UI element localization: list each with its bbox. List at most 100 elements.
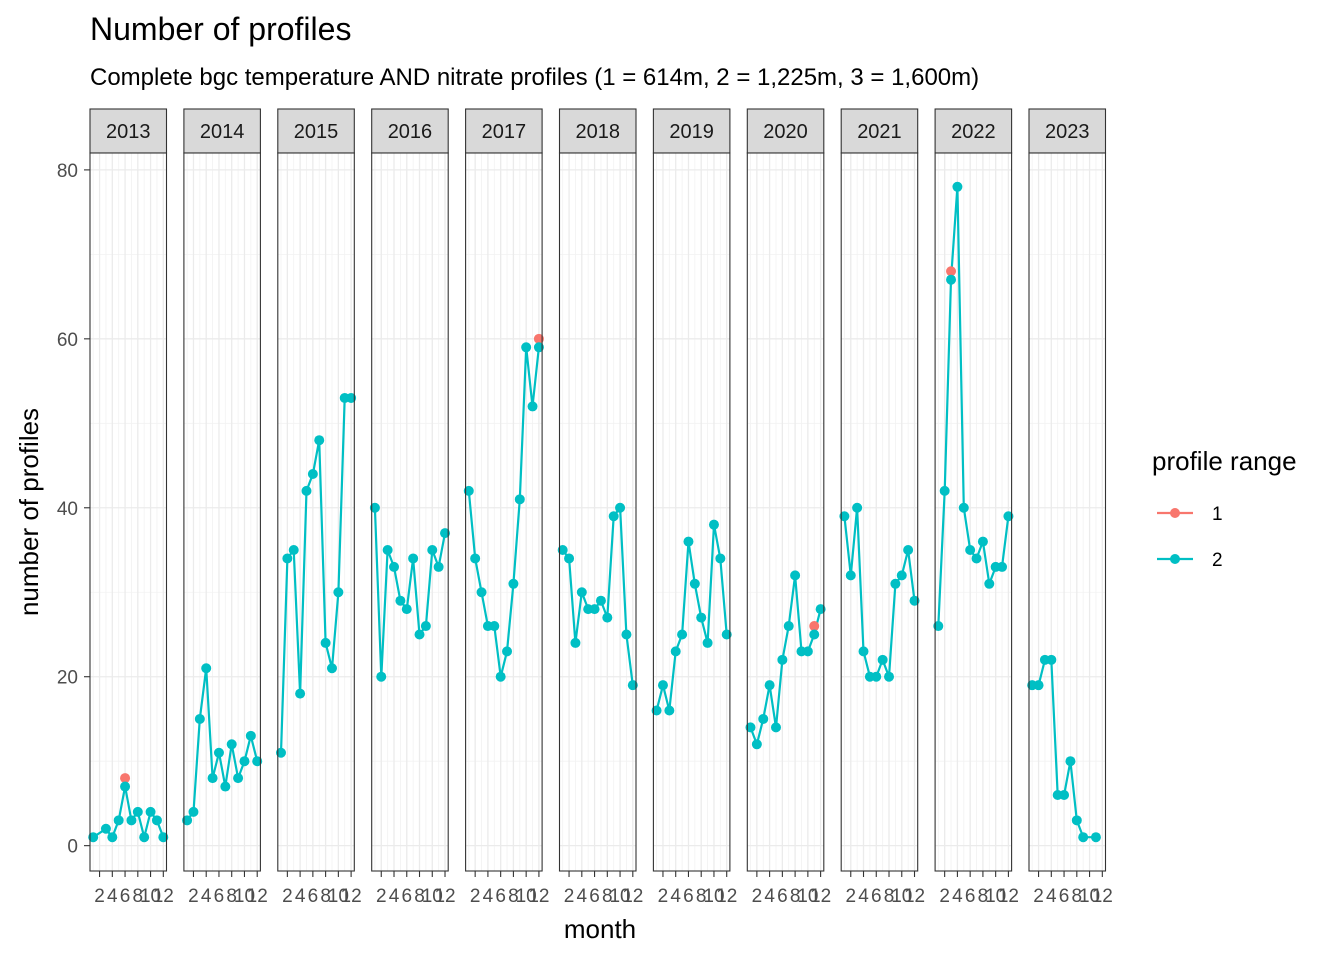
- x-tick-label: 12: [434, 886, 455, 907]
- x-tick-label: 12: [528, 886, 549, 907]
- data-point-2: [389, 561, 400, 572]
- data-point-1: [946, 266, 957, 277]
- x-tick-label: 12: [716, 886, 737, 907]
- x-tick-label: 6: [120, 886, 131, 907]
- data-point-2: [903, 545, 914, 556]
- legend-key-point: [1170, 554, 1180, 564]
- x-tick-label: 4: [107, 886, 118, 907]
- data-point-2: [621, 629, 632, 640]
- x-tick-label: 10: [985, 886, 1006, 907]
- legend-label: 2: [1212, 550, 1223, 571]
- panel-border: [558, 152, 637, 872]
- data-point-2: [346, 392, 357, 403]
- data-point-2: [207, 773, 218, 784]
- facet-label: 2017: [482, 121, 527, 143]
- data-point-2: [288, 545, 299, 556]
- data-point-2: [188, 806, 199, 817]
- panel-border: [277, 152, 355, 872]
- x-tick-label: 2: [845, 886, 856, 907]
- x-tick-label: 4: [858, 886, 869, 907]
- data-point-2: [107, 832, 118, 843]
- x-tick-label: 12: [810, 886, 831, 907]
- x-tick-label: 4: [577, 886, 588, 907]
- data-point-2: [1046, 654, 1057, 665]
- data-point-2: [239, 756, 250, 767]
- data-point-2: [764, 680, 775, 691]
- legend: profile range 12: [1152, 446, 1297, 571]
- x-tick-label: 10: [328, 886, 349, 907]
- chart-subtitle: Complete bgc temperature AND nitrate pro…: [90, 64, 979, 91]
- data-point-2: [376, 671, 387, 682]
- data-point-2: [977, 536, 988, 547]
- legend-entry-2: 2: [1157, 550, 1223, 571]
- data-point-1: [533, 333, 544, 344]
- y-tick-label: 80: [57, 161, 78, 182]
- x-tick-label: 12: [153, 886, 174, 907]
- data-point-2: [527, 401, 538, 412]
- data-point-2: [1059, 789, 1070, 800]
- panel-border: [652, 152, 731, 872]
- data-point-2: [651, 705, 662, 716]
- facet-strip: [89, 108, 168, 154]
- x-tick-label: 2: [658, 886, 669, 907]
- data-point-2: [570, 637, 581, 648]
- data-point-2: [683, 536, 694, 547]
- panel-background: [747, 153, 824, 871]
- data-point-2: [489, 621, 500, 632]
- data-point-2: [677, 629, 688, 640]
- data-point-2: [751, 739, 762, 750]
- data-point-2: [126, 815, 137, 826]
- data-point-2: [514, 494, 525, 505]
- data-point-2: [194, 713, 205, 724]
- panel-background: [935, 153, 1012, 871]
- data-point-2: [440, 528, 451, 539]
- data-point-2: [965, 545, 976, 556]
- data-point-2: [182, 815, 193, 826]
- x-tick-label: 2: [1033, 886, 1044, 907]
- x-tick-label: 4: [764, 886, 775, 907]
- data-point-2: [783, 621, 794, 632]
- x-tick-label: 10: [797, 886, 818, 907]
- data-point-2: [615, 502, 626, 513]
- data-point-2: [476, 587, 487, 598]
- data-point-2: [670, 646, 681, 657]
- series-line-2: [467, 347, 540, 677]
- x-tick-label: 12: [904, 886, 925, 907]
- data-point-2: [790, 570, 801, 581]
- x-tick-label: 6: [401, 886, 412, 907]
- data-point-2: [139, 832, 150, 843]
- data-point-2: [495, 671, 506, 682]
- data-point-2: [595, 595, 606, 606]
- data-point-2: [395, 595, 406, 606]
- data-point-2: [220, 781, 231, 792]
- data-point-2: [158, 832, 169, 843]
- data-point-2: [113, 815, 124, 826]
- x-tick-label: 12: [247, 886, 268, 907]
- data-point-2: [997, 561, 1008, 572]
- x-tick-label: 2: [470, 886, 481, 907]
- panel-background: [1029, 153, 1106, 871]
- x-tick-label: 8: [133, 886, 144, 907]
- facet-strip: [746, 108, 825, 154]
- data-point-2: [933, 621, 944, 632]
- data-point-2: [702, 637, 713, 648]
- data-point-2: [884, 671, 895, 682]
- data-point-2: [252, 756, 263, 767]
- data-point-2: [627, 680, 638, 691]
- panel-background: [371, 153, 449, 871]
- panel-background: [841, 153, 918, 871]
- data-point-2: [1090, 832, 1101, 843]
- facet-label: 2019: [669, 121, 714, 143]
- panel-border: [746, 152, 825, 872]
- x-tick-label: 2: [188, 886, 199, 907]
- data-point-2: [521, 342, 532, 353]
- x-tick-label: 8: [978, 886, 989, 907]
- x-tick-label: 10: [891, 886, 912, 907]
- data-point-2: [1003, 511, 1014, 522]
